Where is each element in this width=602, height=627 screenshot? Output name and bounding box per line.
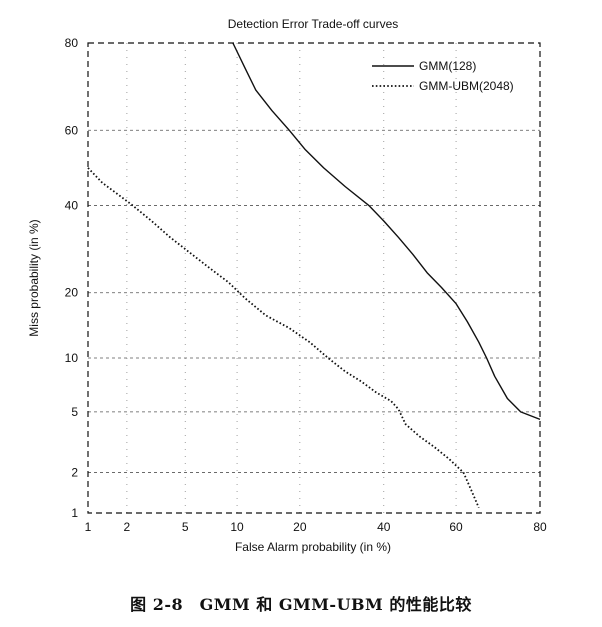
chart-title: Detection Error Trade-off curves (228, 17, 399, 31)
y-tick-label: 80 (65, 36, 79, 50)
x-tick-label: 10 (230, 520, 244, 534)
x-tick-label: 2 (124, 520, 131, 534)
plot-frame (87, 42, 541, 514)
y-tick-label: 10 (65, 351, 79, 365)
legend-label-1: GMM(128) (419, 59, 476, 73)
x-tick-label: 1 (85, 520, 92, 534)
series-line-2 (87, 167, 480, 509)
y-tick-label: 40 (65, 198, 79, 212)
x-tick-label: 40 (377, 520, 391, 534)
y-tick-label: 2 (71, 466, 78, 480)
legend: GMM(128) GMM-UBM(2048) (372, 59, 514, 93)
y-tick-label: 1 (71, 506, 78, 520)
x-tick-label: 20 (293, 520, 307, 534)
series-line-1 (232, 42, 541, 421)
x-axis-title: False Alarm probability (in %) (235, 540, 391, 554)
y-tick-label: 5 (71, 405, 78, 419)
y-tick-label: 60 (65, 123, 79, 137)
tick-labels: 1 2 5 10 20 40 60 80 1 2 5 10 20 40 60 80 (65, 36, 547, 534)
series-group (87, 42, 541, 509)
x-tick-label: 60 (449, 520, 463, 534)
y-axis-title: Miss probability (in %) (27, 219, 41, 336)
figure-caption: 图 2-8 GMM 和 GMM-UBM 的性能比较 (130, 595, 472, 614)
x-tick-label: 5 (182, 520, 189, 534)
y-tick-label: 20 (65, 286, 79, 300)
legend-label-2: GMM-UBM(2048) (419, 79, 514, 93)
x-tick-label: 80 (533, 520, 547, 534)
grid (88, 43, 540, 513)
frame-border (87, 42, 541, 514)
